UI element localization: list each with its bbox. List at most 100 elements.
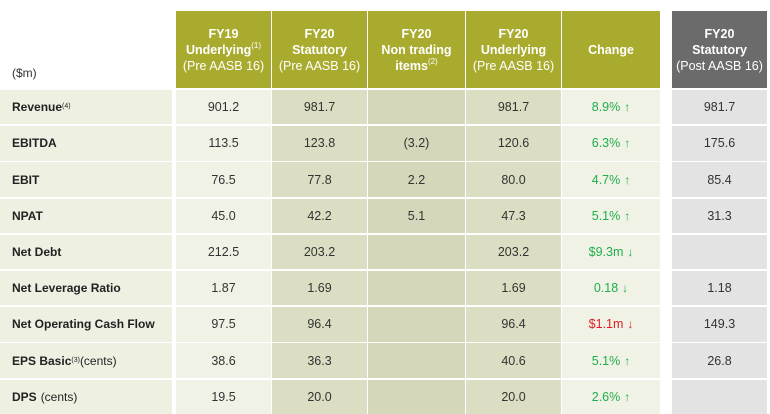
column-header-year: FY20 <box>704 26 735 41</box>
table-cell-fy19: 113.5 <box>176 126 271 161</box>
column-header-type-text: Underlying <box>185 42 252 57</box>
change-value: 4.7% <box>591 172 621 187</box>
table-cell-non-trading: 5.1 <box>368 198 465 233</box>
footnote-ref: (1) <box>251 40 262 50</box>
row-label-text: EPS Basic <box>12 353 72 368</box>
table-cell-fy19: 76.5 <box>176 162 271 197</box>
arrow-up-icon: ↑ <box>624 389 631 404</box>
arrow-up-icon: ↑ <box>624 100 631 115</box>
table-cell-change: 5.1% ↑ <box>562 343 660 378</box>
column-header-type-text: Non trading <box>381 42 452 57</box>
row-label: Net Debt <box>0 234 172 270</box>
arrow-up-icon: ↑ <box>624 208 631 223</box>
column-header-type-text: Statutory <box>292 42 347 57</box>
row-label-text: Net Operating Cash Flow <box>12 317 155 332</box>
table-cell-change: 5.1% ↑ <box>562 198 660 233</box>
column-header-basis-text: (Post AASB 16) <box>676 58 763 73</box>
column-header: Change <box>562 11 660 88</box>
column-header-year: FY20 <box>401 26 432 41</box>
row-label-text: DPS <box>12 389 37 404</box>
table-cell-fy19: 19.5 <box>176 379 271 414</box>
table-cell-fy19: 45.0 <box>176 198 271 233</box>
table-cell-change: 2.6% ↑ <box>562 379 660 414</box>
table-cell-fy20-stat: 981.7 <box>272 90 367 125</box>
change-value: 0.18 <box>593 281 619 296</box>
row-label-text: Net Leverage Ratio <box>12 281 121 296</box>
table-cell-fy20-und: 20.0 <box>466 379 561 414</box>
table-cell-fy20-stat: 20.0 <box>272 379 367 414</box>
table-cell-fy20-post <box>672 379 767 414</box>
change-value: 2.6% <box>591 389 621 404</box>
row-label-text: NPAT <box>12 208 43 223</box>
row-label: Revenue (4) <box>0 90 172 125</box>
table-cell-fy20-und: 1.69 <box>466 271 561 306</box>
table-cell-change: $1.1m ↓ <box>562 307 660 342</box>
change-value: $9.3m <box>588 244 624 259</box>
column-header: FY20 Non trading items(2) <box>368 11 465 88</box>
table-cell-fy20-und: 203.2 <box>466 234 561 270</box>
table-cell-fy19: 901.2 <box>176 90 271 125</box>
arrow-down-icon: ↓ <box>627 244 634 259</box>
column-header-year: FY20 <box>304 26 335 41</box>
table-cell-fy20-und: 96.4 <box>466 307 561 342</box>
change-value: $1.1m <box>588 317 624 332</box>
column-header-type-text: Statutory <box>692 42 747 57</box>
table-cell-fy20-stat: 77.8 <box>272 162 367 197</box>
table-cell-non-trading <box>368 379 465 414</box>
table-cell-change: 6.3% ↑ <box>562 126 660 161</box>
column-header-year: FY19 <box>208 26 239 41</box>
table-cell-non-trading: (3.2) <box>368 126 465 161</box>
row-label-text: EBITDA <box>12 136 57 151</box>
arrow-up-icon: ↑ <box>624 172 631 187</box>
unit-label: ($m) <box>12 66 37 80</box>
column-header-type: Statutory <box>692 42 747 58</box>
table-cell-fy20-post: 149.3 <box>672 307 767 342</box>
table-cell-fy20-stat: 123.8 <box>272 126 367 161</box>
change-value: 5.1% <box>591 353 621 368</box>
row-label: NPAT <box>0 198 172 233</box>
footnote-ref: (2) <box>427 56 438 66</box>
column-header-year: Change <box>588 42 634 57</box>
row-label: EPS Basic (3) (cents) <box>0 343 172 378</box>
table-cell-non-trading: 2.2 <box>368 162 465 197</box>
table-cell-fy20-post: 31.3 <box>672 198 767 233</box>
table-cell-non-trading <box>368 271 465 306</box>
table-cell-fy19: 97.5 <box>176 307 271 342</box>
row-label-unit: (cents) <box>40 389 78 404</box>
table-cell-fy20-und: 47.3 <box>466 198 561 233</box>
column-header-type: Statutory <box>292 42 347 58</box>
table-cell-fy20-post: 981.7 <box>672 90 767 125</box>
row-label: EBIT <box>0 162 172 197</box>
table-cell-fy20-stat: 203.2 <box>272 234 367 270</box>
column-header-year: FY20 <box>498 26 529 41</box>
column-header-basis-text: items <box>395 58 428 73</box>
arrow-up-icon: ↑ <box>624 136 631 151</box>
table-cell-fy20-und: 981.7 <box>466 90 561 125</box>
table-cell-non-trading <box>368 234 465 270</box>
arrow-down-icon: ↓ <box>622 281 629 296</box>
table-cell-fy20-stat: 1.69 <box>272 271 367 306</box>
column-header-type: Underlying <box>481 42 546 58</box>
arrow-up-icon: ↑ <box>624 353 631 368</box>
column-header-basis-text: (Pre AASB 16) <box>278 58 361 73</box>
column-header-basis: (Pre AASB 16) <box>279 58 360 74</box>
column-header-basis: items(2) <box>395 56 438 74</box>
column-header-type-text: Underlying <box>480 42 547 57</box>
change-value: 5.1% <box>591 208 621 223</box>
table-cell-fy19: 38.6 <box>176 343 271 378</box>
table-cell-non-trading <box>368 307 465 342</box>
row-label-text: Net Debt <box>12 244 62 259</box>
table-cell-fy20-stat: 36.3 <box>272 343 367 378</box>
table-cell-fy20-und: 80.0 <box>466 162 561 197</box>
table-cell-fy19: 212.5 <box>176 234 271 270</box>
table-cell-fy20-stat: 42.2 <box>272 198 367 233</box>
change-value: 6.3% <box>591 136 621 151</box>
table-cell-fy20-post: 85.4 <box>672 162 767 197</box>
table-cell-change: 4.7% ↑ <box>562 162 660 197</box>
table-cell-fy20-post: 26.8 <box>672 343 767 378</box>
row-label-text: EBIT <box>12 172 40 187</box>
table-cell-fy20-stat: 96.4 <box>272 307 367 342</box>
row-label: DPS (cents) <box>0 379 172 414</box>
column-header-type: Underlying(1) <box>185 40 262 58</box>
table-cell-change: 0.18 ↓ <box>562 271 660 306</box>
